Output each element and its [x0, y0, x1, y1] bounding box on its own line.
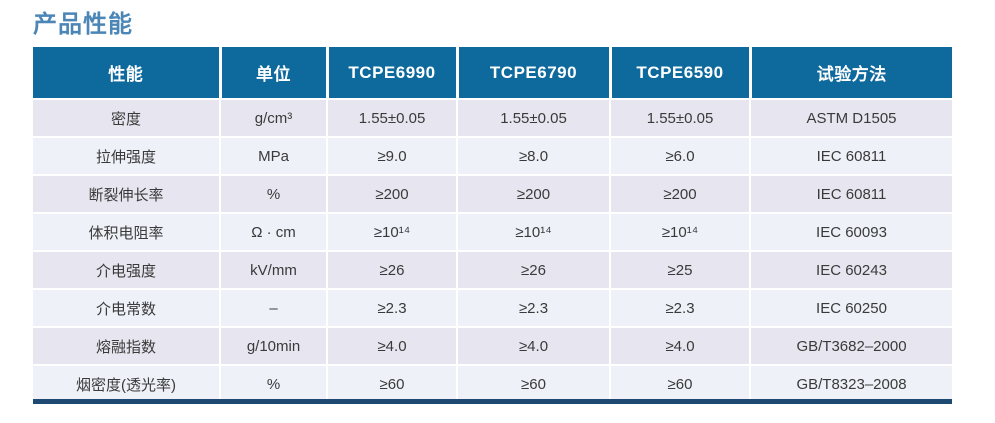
- cell-unit: –: [220, 289, 328, 328]
- cell-tcpe6790-value: ≥200: [457, 175, 611, 214]
- cell-property: 介电强度: [33, 251, 221, 290]
- cell-tcpe6790-value: ≥4.0: [457, 327, 611, 366]
- cell-property: 烟密度(透光率): [33, 365, 221, 403]
- cell-tcpe6790-value: ≥26: [457, 251, 611, 290]
- table-header: 性能 单位 TCPE6990 TCPE6790 TCPE6590 试验方法: [33, 47, 952, 100]
- cell-test-method: GB/T8323–2008: [750, 365, 952, 403]
- cell-tcpe6790-value: ≥2.3: [457, 289, 611, 328]
- cell-test-method: IEC 60093: [750, 213, 952, 252]
- cell-tcpe6790-value: 1.55±0.05: [457, 99, 611, 138]
- product-performance-table: 性能 单位 TCPE6990 TCPE6790 TCPE6590 试验方法 密度…: [33, 47, 952, 403]
- cell-tcpe6590-value: ≥25: [610, 251, 751, 290]
- header-row: 性能 单位 TCPE6990 TCPE6790 TCPE6590 试验方法: [33, 47, 952, 100]
- cell-tcpe6790-value: ≥8.0: [457, 137, 611, 176]
- cell-tcpe6990-value: ≥4.0: [327, 327, 458, 366]
- column-header-tcpe6790: TCPE6790: [457, 47, 612, 100]
- cell-unit: MPa: [220, 137, 328, 176]
- table-body: 密度 g/cm³ 1.55±0.05 1.55±0.05 1.55±0.05 A…: [33, 99, 952, 403]
- column-header-tcpe6590: TCPE6590: [610, 47, 752, 100]
- cell-unit: Ω · cm: [220, 213, 328, 252]
- cell-test-method: IEC 60243: [750, 251, 952, 290]
- cell-test-method: GB/T3682–2000: [750, 327, 952, 366]
- cell-property: 断裂伸长率: [33, 175, 221, 214]
- cell-tcpe6990-value: ≥2.3: [327, 289, 458, 328]
- table-row-tensile-strength: 拉伸强度 MPa ≥9.0 ≥8.0 ≥6.0 IEC 60811: [33, 137, 952, 176]
- cell-tcpe6590-value: 1.55±0.05: [610, 99, 751, 138]
- column-header-test-method: 试验方法: [750, 47, 952, 100]
- cell-test-method: IEC 60811: [750, 175, 952, 214]
- cell-property: 介电常数: [33, 289, 221, 328]
- table-row-dielectric-strength: 介电强度 kV/mm ≥26 ≥26 ≥25 IEC 60243: [33, 251, 952, 290]
- cell-property: 密度: [33, 99, 221, 138]
- table-row-elongation-at-break: 断裂伸长率 % ≥200 ≥200 ≥200 IEC 60811: [33, 175, 952, 214]
- cell-tcpe6590-value: ≥10¹⁴: [610, 213, 751, 252]
- table-row-dielectric-constant: 介电常数 – ≥2.3 ≥2.3 ≥2.3 IEC 60250: [33, 289, 952, 328]
- cell-test-method: IEC 60811: [750, 137, 952, 176]
- cell-tcpe6990-value: ≥60: [327, 365, 458, 403]
- column-header-unit: 单位: [220, 47, 329, 100]
- table-row-melt-index: 熔融指数 g/10min ≥4.0 ≥4.0 ≥4.0 GB/T3682–200…: [33, 327, 952, 366]
- cell-test-method: IEC 60250: [750, 289, 952, 328]
- table-row-density: 密度 g/cm³ 1.55±0.05 1.55±0.05 1.55±0.05 A…: [33, 99, 952, 138]
- cell-test-method: ASTM D1505: [750, 99, 952, 138]
- table-row-volume-resistivity: 体积电阻率 Ω · cm ≥10¹⁴ ≥10¹⁴ ≥10¹⁴ IEC 60093: [33, 213, 952, 252]
- cell-tcpe6790-value: ≥60: [457, 365, 611, 403]
- page-title: 产品性能: [33, 11, 133, 38]
- cell-property: 体积电阻率: [33, 213, 221, 252]
- cell-unit: kV/mm: [220, 251, 328, 290]
- table-bottom-border: [33, 399, 952, 404]
- cell-tcpe6990-value: ≥10¹⁴: [327, 213, 458, 252]
- cell-tcpe6990-value: ≥9.0: [327, 137, 458, 176]
- cell-unit: %: [220, 365, 328, 403]
- cell-tcpe6990-value: ≥200: [327, 175, 458, 214]
- cell-tcpe6790-value: ≥10¹⁴: [457, 213, 611, 252]
- cell-tcpe6590-value: ≥200: [610, 175, 751, 214]
- column-header-tcpe6990: TCPE6990: [327, 47, 459, 100]
- cell-tcpe6990-value: 1.55±0.05: [327, 99, 458, 138]
- cell-property: 拉伸强度: [33, 137, 221, 176]
- cell-unit: %: [220, 175, 328, 214]
- cell-property: 熔融指数: [33, 327, 221, 366]
- table-row-smoke-density: 烟密度(透光率) % ≥60 ≥60 ≥60 GB/T8323–2008: [33, 365, 952, 403]
- cell-unit: g/cm³: [220, 99, 328, 138]
- cell-tcpe6590-value: ≥6.0: [610, 137, 751, 176]
- cell-tcpe6990-value: ≥26: [327, 251, 458, 290]
- column-header-property: 性能: [33, 47, 222, 100]
- cell-tcpe6590-value: ≥4.0: [610, 327, 751, 366]
- cell-tcpe6590-value: ≥60: [610, 365, 751, 403]
- cell-tcpe6590-value: ≥2.3: [610, 289, 751, 328]
- cell-unit: g/10min: [220, 327, 328, 366]
